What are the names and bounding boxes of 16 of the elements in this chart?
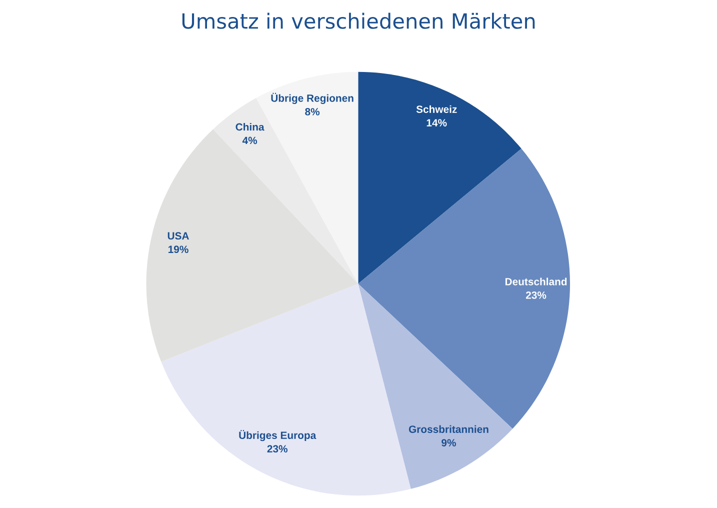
data-label: 4% [242,136,258,144]
data-label: 19% [168,246,188,254]
data-label: 14% [426,119,447,126]
data-label: 23% [526,291,546,299]
slice-label: Übriges Europa [239,430,316,442]
slice-label: Schweiz [416,105,457,113]
chart-title: Umsatz in verschiedenen Märkten [182,12,535,29]
slice-label: Grossbritannien [408,425,488,433]
slice-label: China [236,122,264,131]
slice-label: USA [168,232,189,240]
data-label: 8% [305,108,320,116]
slice-label: Deutschland [505,278,567,286]
slice-label: Übrige Regionen [271,92,354,104]
data-label: 9% [442,439,456,446]
pie-slice [358,284,513,489]
data-label: 23% [267,445,288,453]
